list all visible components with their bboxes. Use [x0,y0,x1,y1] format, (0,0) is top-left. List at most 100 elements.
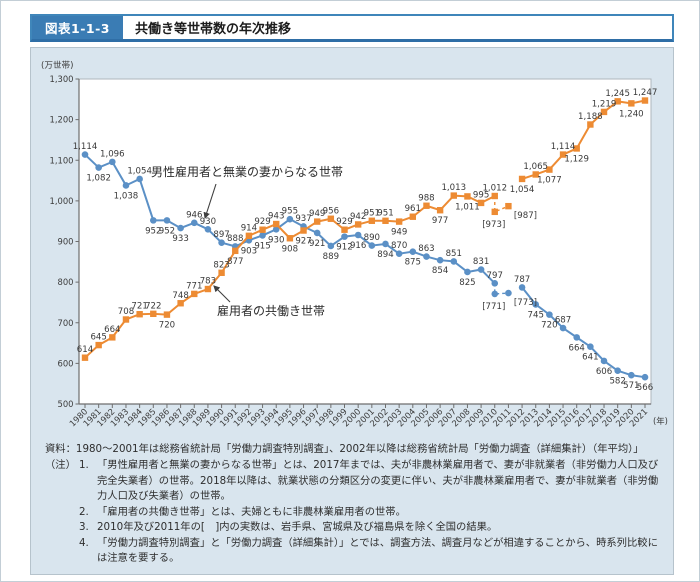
svg-text:914: 914 [241,223,257,233]
svg-text:863: 863 [418,244,434,254]
y-tick-labels: 500 600 700 800 900 1,000 1,100 1,200 1,300 (万世帯) [41,59,79,409]
svg-text:748: 748 [172,291,188,301]
data-labels: 6146456647087217227207487717838238779149… [77,88,658,355]
svg-text:908: 908 [282,244,298,254]
svg-text:825: 825 [459,278,475,288]
svg-text:1,129: 1,129 [564,154,589,164]
svg-text:1,011: 1,011 [455,202,480,212]
svg-text:664: 664 [104,325,120,335]
svg-text:783: 783 [200,277,216,287]
y-axis-unit: (万世帯) [41,59,74,71]
svg-text:1,082: 1,082 [86,174,111,184]
svg-text:606: 606 [596,367,612,377]
note-item: 1. 「男性雇用者と無業の妻からなる世帯」とは、2017年までは、夫が非農林業雇… [79,459,659,503]
chart-notes: 資料：1980～2001年は総務省統計局「労働力調査特別調査」、2002年以降は… [31,440,673,567]
svg-text:745: 745 [528,310,544,320]
data-labels: 1,1141,0821,0961,0381,054952952933946930… [73,142,654,393]
annotation-arrow [203,183,217,220]
svg-text:641: 641 [582,353,598,363]
svg-text:687: 687 [555,316,571,326]
svg-text:897: 897 [213,230,229,240]
svg-text:894: 894 [377,250,393,260]
svg-text:600: 600 [58,358,74,368]
note-item: 2. 「雇用者の共働き世帯」とは、夫婦ともに非農林業雇用者の世帯。 [79,505,406,518]
svg-text:1,247: 1,247 [633,88,658,98]
svg-text:500: 500 [58,399,74,409]
svg-text:889: 889 [323,252,339,262]
svg-text:933: 933 [172,234,188,244]
svg-text:977: 977 [432,216,448,226]
svg-text:875: 875 [405,258,421,268]
svg-text:921: 921 [309,239,325,249]
figure-number-badge: 図表1-1-3 [32,16,123,39]
svg-text:943: 943 [268,212,284,222]
svg-text:1,114: 1,114 [73,142,98,152]
svg-text:1,012: 1,012 [482,184,507,194]
svg-text:[987]: [987] [514,211,537,221]
svg-text:888: 888 [227,234,243,244]
svg-text:1,219: 1,219 [592,99,617,109]
svg-text:645: 645 [90,333,106,343]
svg-text:930: 930 [268,235,284,245]
svg-text:1,200: 1,200 [50,115,74,125]
svg-text:951: 951 [364,208,380,218]
svg-text:787: 787 [514,275,530,285]
svg-text:916: 916 [350,241,366,251]
series-dual-income-households: 6146456647087217227207487717838238779149… [77,88,658,361]
svg-text:614: 614 [77,345,93,355]
svg-text:937: 937 [295,214,311,224]
note-items: 1. 「男性雇用者と無業の妻からなる世帯」とは、2017年までは、夫が非農林業雇… [79,458,661,566]
svg-text:851: 851 [446,249,462,259]
svg-text:1,054: 1,054 [510,185,535,195]
svg-text:823: 823 [213,260,229,270]
svg-text:946: 946 [186,210,202,220]
svg-text:582: 582 [609,377,625,387]
svg-text:988: 988 [418,193,434,203]
note-item: 3. 2010年及び2011年の[ ]内の実数は、岩手県、宮城県及び福島県を除く… [79,521,498,534]
svg-text:566: 566 [637,383,653,393]
svg-text:854: 854 [432,266,448,276]
svg-text:915: 915 [254,241,270,251]
x-axis-unit: (年) [653,416,668,426]
svg-text:708: 708 [118,307,134,317]
svg-text:1,054: 1,054 [127,166,152,176]
svg-text:[771]: [771] [482,302,505,312]
svg-text:1,188: 1,188 [578,112,603,122]
svg-text:912: 912 [336,243,352,253]
figure-title: 共働き等世帯数の年次推移 [134,22,291,37]
chart-panel: 500 600 700 800 900 1,000 1,100 1,200 1,300 (万世帯)… [30,47,674,575]
svg-text:664: 664 [569,343,585,353]
svg-text:1,240: 1,240 [619,109,644,119]
svg-text:1,100: 1,100 [50,155,74,165]
svg-text:[973]: [973] [482,220,505,230]
svg-text:[773]: [773] [514,298,537,308]
svg-text:929: 929 [254,217,270,227]
svg-text:949: 949 [391,228,407,238]
annotation-single-earner: 男性雇用者と無業の妻からなる世帯 [151,164,343,179]
series-single-earner-households: 1,1141,0821,0961,0381,054952952933946930… [73,142,654,393]
svg-text:900: 900 [58,237,74,247]
svg-text:722: 722 [145,301,161,311]
source-note: 資料：1980～2001年は総務省統計局「労働力調査特別調査」、2002年以降は… [45,443,644,455]
svg-text:571: 571 [623,381,639,391]
svg-text:903: 903 [241,246,257,256]
svg-text:930: 930 [200,217,216,227]
svg-text:995: 995 [473,190,489,200]
x-tick-labels: 1980198119821983198419851986198719881989… [67,404,668,428]
svg-text:720: 720 [541,321,557,331]
svg-text:1,300: 1,300 [50,74,74,84]
svg-text:721: 721 [131,302,147,312]
svg-text:1,000: 1,000 [50,196,74,206]
svg-text:955: 955 [282,207,298,217]
svg-text:700: 700 [58,318,74,328]
svg-text:877: 877 [227,257,243,267]
svg-text:961: 961 [405,204,421,214]
svg-text:942: 942 [350,212,366,222]
figure-header: 図表1-1-3 共働き等世帯数の年次推移 [30,14,674,42]
svg-text:870: 870 [391,241,407,251]
svg-text:1,245: 1,245 [605,89,630,99]
annotation-arrow [213,285,231,303]
svg-text:797: 797 [487,271,503,281]
